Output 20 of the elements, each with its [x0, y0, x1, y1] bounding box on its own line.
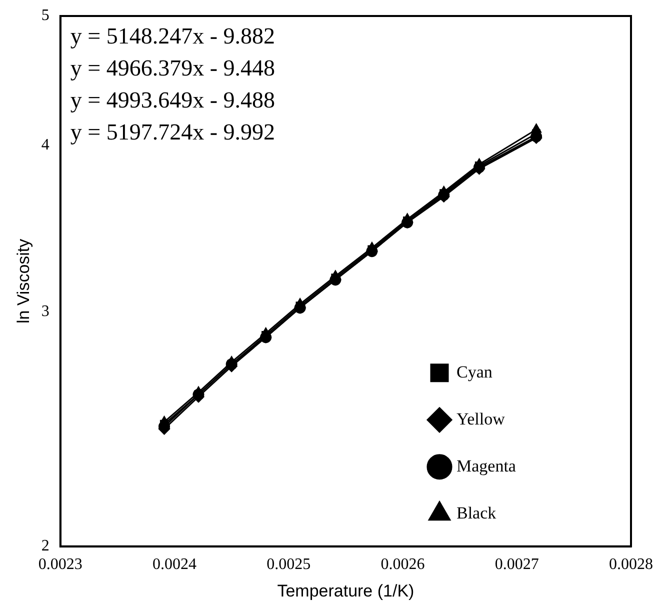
y-tick-label: 3 — [41, 302, 50, 320]
y-tick-label: 5 — [41, 7, 50, 24]
x-tick-label: 0.0026 — [380, 556, 425, 574]
annotation: y = 5148.247x - 9.882 — [70, 24, 276, 49]
legend-label: Yellow — [456, 409, 506, 428]
x-tick-label: 0.0025 — [266, 556, 311, 574]
x-axis-title: Temperature (1/K) — [277, 581, 414, 600]
annotation: y = 4966.379x - 9.448 — [70, 56, 276, 81]
y-axis-title: ln Viscosity — [14, 238, 33, 324]
legend-label: Cyan — [456, 362, 493, 382]
annotation: y = 4993.649x - 9.488 — [70, 88, 276, 113]
y-tick-label: 4 — [41, 136, 50, 154]
x-tick-label: 0.0023 — [38, 556, 82, 574]
legend-label: Black — [456, 503, 497, 522]
legend-label: Magenta — [456, 456, 516, 476]
x-tick-label: 0.0028 — [609, 556, 653, 574]
x-tick-label: 0.0027 — [494, 556, 539, 574]
x-tick-label: 0.0024 — [152, 556, 197, 574]
annotation: y = 5197.724x - 9.992 — [70, 120, 276, 145]
y-tick-label: 2 — [41, 538, 50, 555]
